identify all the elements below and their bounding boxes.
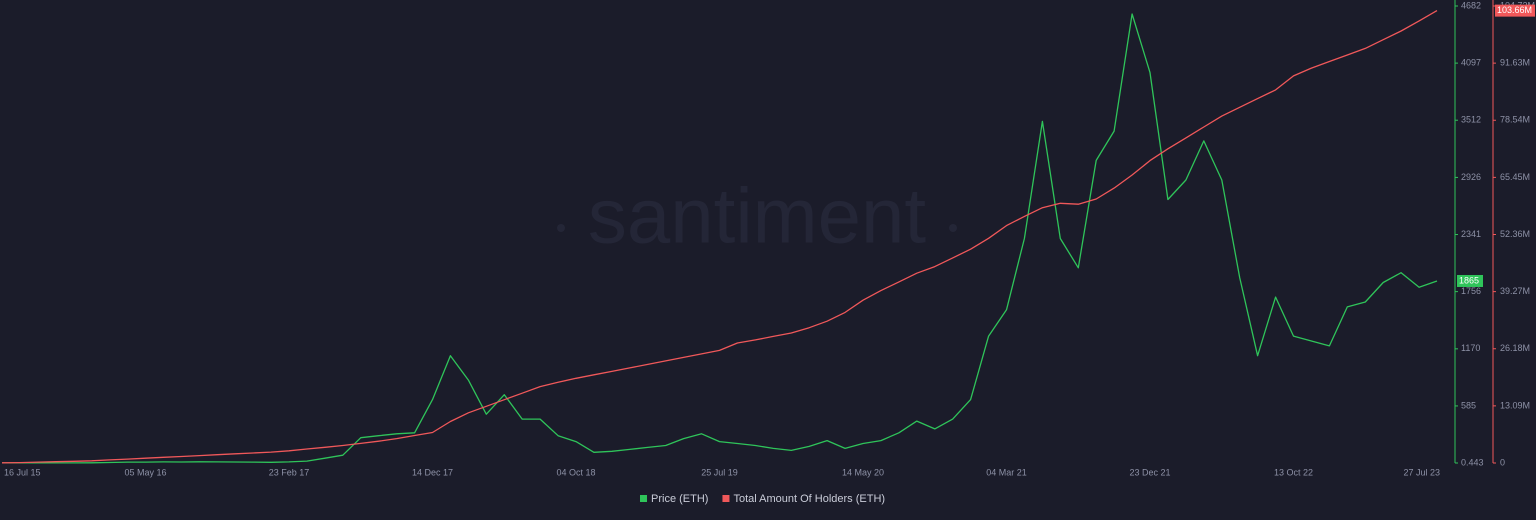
y2-tick-label: 78.54M: [1500, 115, 1530, 125]
y2-tick-label: 91.63M: [1500, 58, 1530, 68]
x-tick-label: 23 Feb 17: [269, 467, 310, 477]
y-tick-label: 2341: [1461, 229, 1481, 239]
x-tick-label: 04 Oct 18: [556, 467, 595, 477]
last-value-box: [1457, 274, 1483, 287]
x-tick-label: 14 May 20: [842, 467, 884, 477]
y2-tick-label: 26.18M: [1500, 343, 1530, 353]
watermark: santiment: [588, 172, 926, 260]
y2-tick-label: 39.27M: [1500, 286, 1530, 296]
series-line: [2, 13, 1438, 464]
y-tick-label: 0.443: [1461, 457, 1484, 467]
y2-tick-label: 0: [1500, 457, 1505, 467]
x-tick-label: 27 Jul 23: [1403, 467, 1440, 477]
y-tick-label: 3512: [1461, 115, 1481, 125]
watermark-dot: [557, 224, 565, 232]
legend-swatch: [640, 495, 647, 502]
y-tick-label: 2926: [1461, 172, 1481, 182]
last-value-label: 103.66M: [1497, 5, 1532, 15]
legend-label: Total Amount Of Holders (ETH): [733, 493, 885, 505]
y-tick-label: 1170: [1461, 343, 1480, 353]
x-tick-label: 25 Jul 19: [701, 467, 738, 477]
legend-label: Price (ETH): [651, 493, 708, 505]
x-tick-label: 14 Dec 17: [412, 467, 453, 477]
y-tick-label: 4097: [1461, 57, 1481, 67]
watermark-dot: [949, 224, 957, 232]
x-tick-label: 13 Oct 22: [1274, 467, 1313, 477]
x-tick-label: 04 Mar 21: [986, 467, 1027, 477]
y2-tick-label: 52.36M: [1500, 229, 1530, 239]
y-tick-label: 585: [1461, 400, 1476, 410]
x-tick-label: 23 Dec 21: [1129, 467, 1170, 477]
last-value-box: [1495, 4, 1535, 17]
last-value-label: 1865: [1459, 275, 1479, 285]
y2-tick-label: 65.45M: [1500, 172, 1530, 182]
legend-swatch: [722, 495, 730, 502]
x-tick-label: 16 Jul 15: [4, 467, 41, 477]
y-tick-label: 1756: [1461, 286, 1481, 296]
y2-tick-label: 13.09M: [1500, 400, 1530, 410]
x-tick-label: 05 May 16: [124, 467, 166, 477]
y-tick-label: 4682: [1461, 0, 1481, 10]
series-line: [1, 10, 1438, 464]
